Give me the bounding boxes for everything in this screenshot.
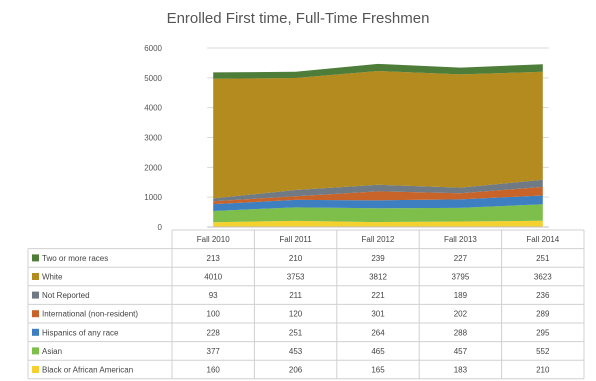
data-label: 160 — [207, 366, 221, 375]
legend-swatch-hispanics-of-any-race — [32, 328, 39, 336]
data-label: 3753 — [287, 273, 305, 282]
data-label: 301 — [371, 310, 385, 319]
legend-swatch-black-or-african-american — [32, 366, 39, 373]
y-tick-label: 3000 — [144, 134, 162, 143]
area-series-hispanics-of-any-race — [213, 195, 543, 211]
chart-title: Enrolled First time, Full-Time Freshmen — [166, 10, 430, 27]
y-tick-label: 2000 — [144, 163, 162, 172]
legend-label-not-reported: Not Reported — [42, 291, 90, 300]
legend-swatch-white — [32, 273, 39, 280]
data-label: 465 — [371, 347, 385, 356]
data-label: 213 — [207, 254, 221, 263]
data-label: 183 — [454, 366, 468, 375]
data-label: 251 — [289, 328, 303, 337]
data-label: 264 — [371, 328, 385, 337]
legend-label-international-non-resident: International (non-resident) — [42, 310, 138, 319]
y-tick-label: 5000 — [144, 74, 162, 83]
area-series-asian — [213, 204, 543, 223]
y-tick-label: 1000 — [144, 193, 162, 202]
legend-label-two-or-more-races: Two or more races — [42, 254, 108, 263]
data-label: 93 — [209, 291, 218, 300]
area-series-white — [213, 71, 543, 199]
x-tick-label: Fall 2013 — [444, 235, 477, 244]
data-label: 120 — [289, 310, 303, 319]
legend-swatch-asian — [32, 347, 39, 355]
area-series-black-or-african-american — [213, 220, 543, 227]
data-label: 3812 — [369, 273, 387, 282]
area-series-two-or-more-races — [213, 63, 543, 79]
data-label: 295 — [536, 328, 550, 337]
legend-label-hispanics-of-any-race: Hispanics of any race — [42, 328, 119, 337]
y-tick-label: 6000 — [144, 44, 162, 53]
data-label: 552 — [536, 347, 550, 356]
legend-label-white: White — [42, 273, 63, 282]
data-label: 3795 — [452, 273, 470, 282]
legend-swatch-international-non-resident — [32, 310, 39, 318]
data-label: 251 — [536, 254, 550, 263]
data-label: 228 — [207, 328, 221, 337]
data-label: 211 — [289, 291, 302, 300]
data-label: 221 — [371, 291, 385, 300]
legend-label-asian: Asian — [42, 347, 62, 356]
x-tick-label: Fall 2012 — [362, 235, 395, 244]
data-label: 202 — [454, 310, 468, 319]
legend-label-black-or-african-american: Black or African American — [42, 366, 133, 375]
data-label: 3623 — [534, 273, 552, 282]
data-label: 377 — [207, 347, 221, 356]
data-label: 206 — [289, 366, 303, 375]
x-tick-label: Fall 2010 — [197, 235, 230, 244]
data-label: 239 — [371, 254, 385, 263]
legend-swatch-two-or-more-races — [32, 254, 39, 262]
data-label: 457 — [454, 347, 468, 356]
legend-swatch-not-reported — [32, 291, 39, 299]
data-label: 4010 — [204, 273, 222, 282]
data-label: 189 — [454, 291, 468, 300]
data-label: 165 — [371, 366, 385, 375]
y-tick-label: 4000 — [144, 104, 162, 113]
x-tick-label: Fall 2014 — [526, 235, 559, 244]
area-series-not-reported — [213, 179, 543, 202]
area-series-international-non-resident — [213, 186, 543, 205]
data-label: 210 — [289, 254, 303, 263]
data-label: 210 — [536, 366, 550, 375]
y-tick-label: 0 — [158, 223, 163, 232]
data-label: 453 — [289, 347, 303, 356]
data-label: 236 — [536, 291, 550, 300]
data-label: 289 — [536, 310, 550, 319]
data-label: 227 — [454, 254, 468, 263]
data-label: 288 — [454, 328, 468, 337]
x-tick-label: Fall 2011 — [279, 235, 312, 244]
data-label: 100 — [207, 310, 221, 319]
